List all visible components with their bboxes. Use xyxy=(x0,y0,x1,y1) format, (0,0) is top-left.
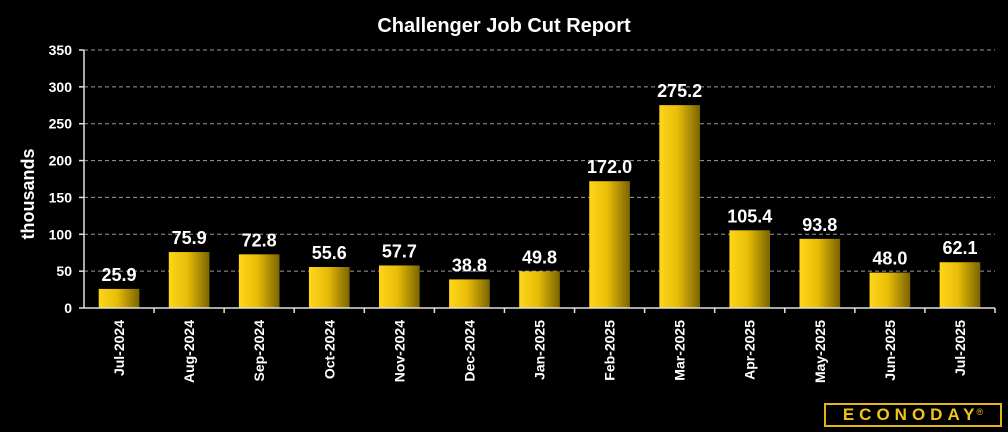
bar xyxy=(659,105,700,309)
bar xyxy=(449,279,490,308)
data-label: 55.6 xyxy=(312,243,347,263)
x-tick-label: Oct-2024 xyxy=(321,320,337,379)
data-label: 62.1 xyxy=(942,238,977,258)
data-label: 172.0 xyxy=(587,157,632,177)
bar xyxy=(168,252,210,308)
y-tick-label: 100 xyxy=(49,226,73,242)
bar xyxy=(519,271,560,308)
chart-title: Challenger Job Cut Report xyxy=(377,15,631,37)
x-tick-label: Dec-2024 xyxy=(461,320,477,382)
y-tick-label: 50 xyxy=(56,263,72,279)
x-tick-label: Aug-2024 xyxy=(181,320,197,383)
x-tick-label: May-2025 xyxy=(812,320,828,383)
bar xyxy=(869,272,911,308)
y-tick-label: 350 xyxy=(49,42,73,58)
x-tick-label: Jul-2025 xyxy=(952,320,968,376)
bar xyxy=(238,254,280,308)
bar xyxy=(308,267,350,308)
data-label: 25.9 xyxy=(102,265,137,285)
data-label: 105.4 xyxy=(727,206,772,226)
econoday-logo: ECONODAY ® xyxy=(824,403,1002,427)
x-tick-label: Jun-2025 xyxy=(882,320,898,381)
y-tick-labels: 0 50 100 150 200 250 300 350 xyxy=(49,42,84,316)
bar xyxy=(98,288,140,308)
bar xyxy=(729,230,771,308)
registered-mark: ® xyxy=(976,407,984,417)
data-label: 49.8 xyxy=(522,247,557,267)
logo-text: ECONODAY xyxy=(842,405,980,424)
y-tick-label: 250 xyxy=(49,116,73,132)
bars xyxy=(98,105,981,309)
x-tick-label: Feb-2025 xyxy=(602,320,618,381)
y-tick-label: 200 xyxy=(49,153,73,169)
data-label: 57.7 xyxy=(382,241,417,261)
bar xyxy=(939,262,981,308)
x-tick-label: Nov-2024 xyxy=(391,320,407,382)
y-axis-label: thousands xyxy=(18,148,38,239)
y-tick-label: 0 xyxy=(64,300,72,316)
bar xyxy=(379,265,420,308)
x-tick-label: Apr-2025 xyxy=(742,320,758,380)
x-tick-label: Jan-2025 xyxy=(532,320,548,380)
data-label: 72.8 xyxy=(242,230,277,250)
grid-lines xyxy=(84,49,995,272)
data-label: 93.8 xyxy=(802,215,837,235)
x-tick-label: Jul-2024 xyxy=(111,320,127,376)
data-label: 75.9 xyxy=(172,228,207,248)
y-tick-label: 300 xyxy=(49,79,73,95)
x-tick-label: Mar-2025 xyxy=(672,320,688,381)
data-label: 275.2 xyxy=(657,81,702,101)
data-label: 38.8 xyxy=(452,255,487,275)
data-label: 48.0 xyxy=(872,249,907,269)
bar xyxy=(589,181,630,308)
x-tick-labels: Jul-2024 Aug-2024 Sep-2024 Oct-2024 Nov-2024… xyxy=(111,308,996,383)
data-labels: 25.9 75.9 72.8 55.6 57.7 38.8 49.8 172.0 275.2 10… xyxy=(102,81,978,285)
bar xyxy=(799,238,841,308)
y-tick-label: 150 xyxy=(49,189,73,205)
x-tick-label: Sep-2024 xyxy=(251,320,267,382)
